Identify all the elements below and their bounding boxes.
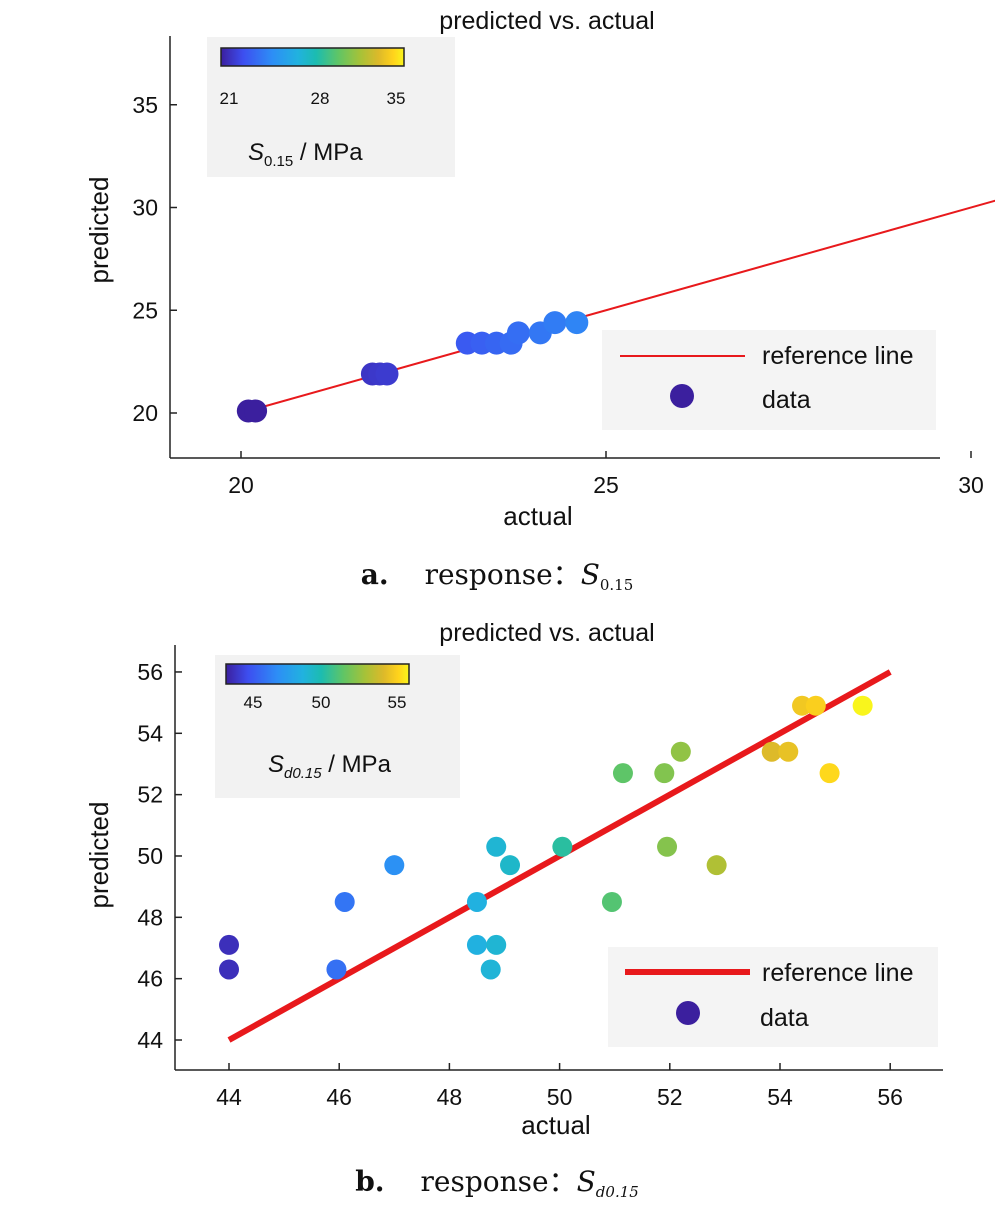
legend-reference-line-label: reference line bbox=[762, 959, 913, 987]
data-point bbox=[657, 836, 678, 857]
x-tick-label: 25 bbox=[593, 472, 619, 498]
data-point bbox=[375, 362, 399, 386]
data-point bbox=[466, 934, 487, 955]
y-tick-label: 35 bbox=[132, 92, 158, 118]
data-point bbox=[486, 836, 507, 857]
x-tick-label: 56 bbox=[877, 1084, 903, 1110]
colorbar-tick: 21 bbox=[220, 89, 239, 108]
data-point bbox=[244, 399, 268, 423]
y-tick-label: 30 bbox=[132, 195, 158, 221]
data-point bbox=[219, 934, 239, 955]
colorbar: 21 28 35 S0.15 / MPa bbox=[207, 37, 455, 177]
data-point bbox=[706, 855, 727, 876]
colorbar-gradient bbox=[225, 663, 410, 685]
y-tick-label: 54 bbox=[137, 720, 163, 746]
y-tick-label: 52 bbox=[137, 782, 163, 808]
data-point bbox=[654, 763, 675, 784]
data-point bbox=[819, 763, 840, 784]
colorbar-label: Sd0.15 / MPa bbox=[268, 751, 392, 782]
data-point bbox=[612, 763, 633, 784]
x-tick-label: 20 bbox=[228, 472, 254, 498]
y-axis-label: predicted bbox=[84, 177, 114, 284]
data-point bbox=[601, 891, 622, 912]
y-tick-label: 44 bbox=[137, 1027, 163, 1053]
x-ticks: 44 46 48 50 52 54 56 bbox=[216, 1063, 903, 1110]
y-tick-label: 20 bbox=[132, 400, 158, 426]
plot-area: 44 46 48 50 52 54 56 44 46 48 50 52 54 56 bbox=[137, 645, 943, 1110]
data-point bbox=[670, 741, 691, 762]
legend-data-label: data bbox=[762, 386, 811, 414]
legend: reference line data bbox=[602, 330, 936, 430]
legend-data-marker-icon bbox=[676, 1001, 700, 1025]
x-tick-label: 54 bbox=[767, 1084, 793, 1110]
data-points bbox=[236, 311, 589, 423]
colorbar-label: S0.15 / MPa bbox=[248, 139, 363, 170]
panel-b: predicted vs. actual 44 46 48 50 52 54 56 44 46… bbox=[84, 619, 943, 1140]
legend-background bbox=[608, 947, 938, 1047]
colorbar-tick: 35 bbox=[387, 89, 406, 108]
colorbar-tick: 45 bbox=[244, 693, 263, 712]
plot-title: predicted vs. actual bbox=[439, 7, 654, 35]
y-tick-label: 25 bbox=[132, 297, 158, 323]
x-tick-label: 52 bbox=[657, 1084, 683, 1110]
colorbar-gradient bbox=[220, 47, 405, 67]
legend-reference-line-label: reference line bbox=[762, 342, 913, 370]
data-point bbox=[805, 695, 826, 716]
data-point bbox=[543, 311, 567, 335]
y-ticks: 20 25 30 35 bbox=[132, 92, 177, 426]
data-point bbox=[326, 959, 347, 980]
data-point bbox=[761, 741, 782, 762]
x-tick-label: 50 bbox=[547, 1084, 573, 1110]
data-point bbox=[778, 741, 799, 762]
data-point bbox=[486, 934, 507, 955]
data-point bbox=[552, 836, 573, 857]
data-point bbox=[219, 959, 239, 980]
colorbar-tick: 55 bbox=[388, 693, 407, 712]
data-points bbox=[219, 695, 873, 980]
x-tick-label: 48 bbox=[437, 1084, 463, 1110]
legend: reference line data bbox=[608, 947, 938, 1047]
legend-data-marker-icon bbox=[670, 384, 694, 408]
x-tick-label: 46 bbox=[326, 1084, 352, 1110]
y-tick-label: 46 bbox=[137, 966, 163, 992]
data-point bbox=[500, 855, 521, 876]
data-point bbox=[334, 891, 355, 912]
y-ticks: 44 46 48 50 52 54 56 bbox=[137, 659, 182, 1053]
data-point bbox=[466, 891, 487, 912]
data-point bbox=[384, 855, 405, 876]
colorbar: 45 50 55 Sd0.15 / MPa bbox=[215, 655, 460, 798]
x-axis-label: actual bbox=[521, 1110, 590, 1140]
data-point bbox=[480, 959, 501, 980]
y-tick-label: 50 bbox=[137, 843, 163, 869]
y-tick-label: 48 bbox=[137, 904, 163, 930]
y-axis-label: predicted bbox=[84, 802, 114, 909]
caption-a: a. response：S0.15 bbox=[361, 558, 634, 594]
x-axis-label: actual bbox=[503, 501, 572, 531]
data-point bbox=[506, 321, 530, 345]
legend-background bbox=[602, 330, 936, 430]
caption-b: b. response：Sd0.15 bbox=[355, 1165, 639, 1201]
x-tick-label: 44 bbox=[216, 1084, 242, 1110]
plot-title: predicted vs. actual bbox=[439, 619, 654, 647]
colorbar-tick: 28 bbox=[311, 89, 330, 108]
x-tick-label: 30 bbox=[958, 472, 984, 498]
colorbar-tick: 50 bbox=[312, 693, 331, 712]
plot-area: 20 25 30 35 20 25 30 35 bbox=[132, 36, 995, 498]
legend-data-label: data bbox=[760, 1004, 809, 1032]
panel-a: predicted vs. actual 20 25 30 35 20 25 30 35 a… bbox=[84, 7, 995, 531]
y-tick-label: 56 bbox=[137, 659, 163, 685]
data-point bbox=[852, 695, 873, 716]
data-point bbox=[565, 311, 589, 335]
data-point bbox=[792, 695, 813, 716]
